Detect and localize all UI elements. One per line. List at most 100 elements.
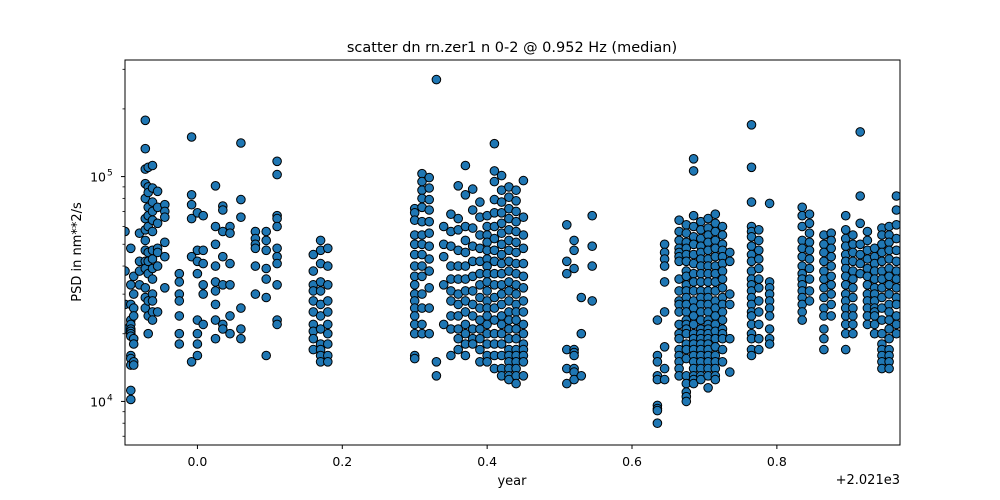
data-point (518, 243, 529, 254)
data-point (147, 315, 158, 325)
data-point (160, 283, 170, 293)
data-point (272, 258, 282, 269)
data-point (587, 241, 598, 251)
data-point (725, 289, 735, 299)
data-point (446, 350, 456, 361)
data-point (152, 218, 163, 229)
data-point (848, 328, 858, 339)
data-point (659, 342, 670, 352)
data-point (652, 405, 663, 416)
data-point (826, 243, 837, 254)
data-point (511, 247, 521, 258)
data-point (210, 333, 221, 344)
data-point (862, 226, 873, 237)
data-point (467, 339, 478, 349)
data-point (891, 205, 900, 215)
data-point (460, 235, 471, 246)
data-point (261, 245, 272, 256)
data-point (174, 296, 185, 306)
plot-frame (124, 59, 901, 446)
data-point (417, 289, 427, 299)
data-point (754, 274, 764, 284)
data-point (272, 319, 282, 330)
data-point (652, 418, 663, 429)
data-point (674, 333, 684, 344)
data-point (453, 333, 464, 344)
data-point (126, 280, 136, 290)
data-point (804, 263, 815, 274)
data-point (198, 210, 208, 221)
data-point (804, 218, 815, 229)
data-point (746, 162, 757, 173)
data-point (855, 218, 866, 229)
x-tick-label: 0.8 (767, 454, 787, 469)
data-point (764, 339, 775, 349)
data-point (891, 299, 900, 310)
data-point (315, 311, 326, 321)
data-point (128, 311, 139, 321)
data-point (855, 239, 866, 250)
x-axis-label: year (497, 474, 527, 489)
data-point (424, 328, 435, 339)
y-tick-label-exponent: 4 (107, 393, 113, 403)
data-point (511, 333, 521, 344)
data-point (467, 205, 478, 215)
data-point (272, 243, 282, 254)
data-point (862, 235, 873, 246)
data-point (323, 357, 333, 367)
data-point (250, 289, 261, 299)
x-tick-label: 0.4 (477, 454, 497, 469)
data-point (152, 307, 163, 317)
data-point (128, 289, 139, 299)
data-point (891, 274, 900, 284)
data-point (198, 319, 208, 330)
data-point (518, 307, 529, 317)
data-point (192, 339, 203, 349)
data-point (703, 213, 713, 224)
data-point (496, 208, 507, 218)
data-point (569, 350, 579, 361)
data-point (891, 266, 900, 276)
data-point (218, 205, 228, 215)
data-point (725, 333, 735, 344)
y-tick-label-exponent: 5 (107, 169, 113, 179)
data-point (659, 307, 670, 317)
data-point (210, 299, 221, 310)
data-point (891, 311, 900, 321)
data-point (518, 296, 529, 306)
data-point (891, 256, 900, 267)
data-point (467, 311, 478, 321)
data-point (688, 210, 699, 221)
data-point (819, 333, 829, 344)
data-point (453, 324, 464, 334)
data-point (511, 378, 521, 389)
data-point (518, 357, 529, 367)
data-point (198, 289, 208, 299)
data-point (511, 216, 521, 227)
data-point (417, 261, 427, 271)
data-point (409, 280, 420, 290)
data-point (424, 303, 435, 313)
data-point (891, 245, 900, 256)
data-point (855, 127, 866, 137)
data-point (717, 221, 728, 232)
data-point (475, 344, 485, 355)
data-point (475, 197, 485, 207)
data-point (152, 247, 163, 258)
data-point (489, 138, 500, 149)
data-point (198, 245, 208, 256)
data-point (703, 383, 713, 393)
data-point (511, 324, 521, 334)
data-point (891, 220, 900, 230)
data-point (659, 363, 670, 374)
y-tick-label: 10 (90, 394, 106, 409)
data-point (511, 185, 521, 195)
data-point (804, 237, 815, 248)
data-point (186, 213, 197, 224)
data-point (797, 315, 808, 325)
data-point (152, 186, 163, 197)
data-point (877, 328, 887, 339)
data-point (272, 169, 282, 180)
data-point (160, 212, 170, 222)
